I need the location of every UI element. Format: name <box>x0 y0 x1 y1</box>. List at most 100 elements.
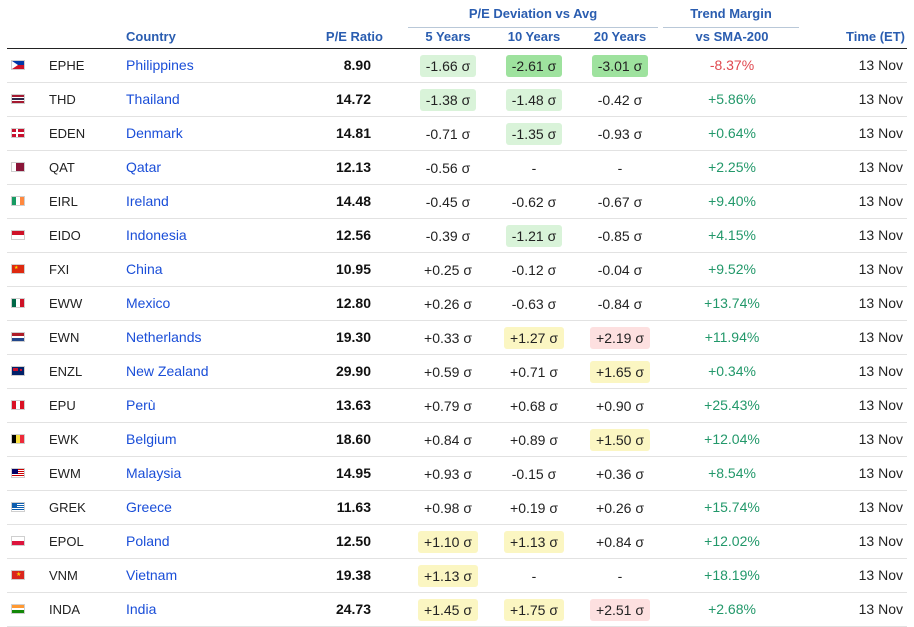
trend-margin-cell: +25.43% <box>704 397 760 413</box>
time-cell: 13 Nov <box>858 601 903 617</box>
deviation-d10-cell: - <box>501 559 567 592</box>
pe-ratio-cell: 14.48 <box>335 193 371 209</box>
deviation-d5-cell: -0.39 σ <box>415 219 481 252</box>
time-cell: 13 Nov <box>858 465 903 481</box>
ticker-cell: QAT <box>49 160 75 175</box>
country-link[interactable]: Philippines <box>126 57 194 73</box>
country-link[interactable]: Belgium <box>126 431 177 447</box>
deviation-d10-cell-value: +0.71 σ <box>510 364 558 381</box>
country-link[interactable]: Indonesia <box>126 227 187 243</box>
deviation-d5-cell-value: +0.59 σ <box>424 364 472 381</box>
col-header-20-years[interactable]: 20 Years <box>593 29 647 44</box>
deviation-d20-cell-value: +0.90 σ <box>596 398 644 415</box>
country-link[interactable]: Vietnam <box>126 567 178 583</box>
table-row: QAT Qatar 12.13 -0.56 σ - - +2.25% 13 Nov <box>7 151 907 185</box>
deviation-d10-cell: -1.48 σ <box>501 83 567 116</box>
trend-margin-cell: +4.15% <box>708 227 756 243</box>
flag-icon <box>11 94 25 104</box>
country-link[interactable]: Greece <box>126 499 172 515</box>
country-link[interactable]: Qatar <box>126 159 162 175</box>
table-row: ★ VNM Vietnam 19.38 +1.13 σ - - +18.19% 13 Nov <box>7 559 907 593</box>
flag-icon <box>11 128 25 138</box>
deviation-d5-cell: +0.26 σ <box>415 287 481 320</box>
deviation-d10-cell-value: -0.12 σ <box>511 262 557 279</box>
deviation-d20-cell: +2.51 σ <box>587 593 653 626</box>
country-link[interactable]: Malaysia <box>126 465 182 481</box>
col-header-pe-ratio[interactable]: P/E Ratio <box>325 29 383 44</box>
deviation-d10-cell: -2.61 σ <box>501 49 567 82</box>
col-header-vs-sma-200[interactable]: vs SMA-200 <box>695 29 769 44</box>
country-link[interactable]: Denmark <box>126 125 183 141</box>
col-header-time[interactable]: Time (ET) <box>846 29 905 44</box>
deviation-d5-cell: -0.56 σ <box>415 151 481 184</box>
country-link[interactable]: Poland <box>126 533 170 549</box>
trend-margin-cell: +2.68% <box>708 601 756 617</box>
time-cell: 13 Nov <box>858 227 903 243</box>
trend-margin-cell: +9.40% <box>708 193 756 209</box>
deviation-d5-cell-value: +0.26 σ <box>424 296 472 313</box>
country-link[interactable]: Netherlands <box>126 329 202 345</box>
ticker-cell: EPU <box>49 398 76 413</box>
flag-icon <box>11 366 25 376</box>
deviation-d5-cell: -0.71 σ <box>415 117 481 150</box>
table-row: GREK Greece 11.63 +0.98 σ +0.19 σ +0.26 σ +15.… <box>7 491 907 525</box>
country-link[interactable]: India <box>126 601 157 617</box>
table-row: EPHE Philippines 8.90 -1.66 σ -2.61 σ -3.01 σ… <box>7 49 907 83</box>
deviation-d10-cell: +0.19 σ <box>501 491 567 524</box>
deviation-d5-cell: +0.25 σ <box>415 253 481 286</box>
deviation-d20-cell: +0.84 σ <box>587 525 653 558</box>
flag-icon: ★ <box>11 570 25 580</box>
pe-ratio-cell: 12.80 <box>335 295 371 311</box>
deviation-d20-cell: -3.01 σ <box>587 49 653 82</box>
ticker-cell: EIDO <box>49 228 81 243</box>
table-body: EPHE Philippines 8.90 -1.66 σ -2.61 σ -3.01 σ… <box>7 49 907 627</box>
deviation-d5-cell: -1.38 σ <box>415 83 481 116</box>
flag-icon <box>11 434 25 444</box>
ticker-cell: GREK <box>49 500 86 515</box>
country-link[interactable]: Thailand <box>126 91 180 107</box>
deviation-d10-cell-value: +1.27 σ <box>504 327 564 350</box>
col-header-5-years[interactable]: 5 Years <box>425 29 471 44</box>
country-link[interactable]: Perù <box>126 397 156 413</box>
deviation-d20-cell: -0.93 σ <box>587 117 653 150</box>
deviation-d5-cell: +1.13 σ <box>415 559 481 592</box>
ticker-cell: EPHE <box>49 58 85 73</box>
deviation-d5-cell-value: -0.45 σ <box>425 194 471 211</box>
country-link[interactable]: China <box>126 261 163 277</box>
ticker-cell: EDEN <box>49 126 86 141</box>
pe-ratio-cell: 24.73 <box>335 601 371 617</box>
pe-ratio-cell: 10.95 <box>335 261 371 277</box>
trend-margin-cell: +9.52% <box>708 261 756 277</box>
country-link[interactable]: Mexico <box>126 295 171 311</box>
col-header-10-years[interactable]: 10 Years <box>507 29 561 44</box>
deviation-d5-cell-value: +0.84 σ <box>424 432 472 449</box>
col-header-country[interactable]: Country <box>126 29 176 44</box>
deviation-d20-cell-value: +2.19 σ <box>590 327 650 350</box>
table-row: THD Thailand 14.72 -1.38 σ -1.48 σ -0.42 σ +5.… <box>7 83 907 117</box>
flag-icon <box>11 332 25 342</box>
deviation-d20-cell-value: -3.01 σ <box>591 55 649 78</box>
trend-margin-cell: -8.37% <box>709 57 755 73</box>
deviation-d10-cell: +1.27 σ <box>501 321 567 354</box>
time-cell: 13 Nov <box>858 261 903 277</box>
table-row: EDEN Denmark 14.81 -0.71 σ -1.35 σ -0.93 σ +0.… <box>7 117 907 151</box>
pe-ratio-cell: 19.38 <box>335 567 371 583</box>
deviation-d5-cell: -1.66 σ <box>415 49 481 82</box>
table-row: EWK Belgium 18.60 +0.84 σ +0.89 σ +1.50 σ +12.… <box>7 423 907 457</box>
deviation-d20-cell: +2.19 σ <box>587 321 653 354</box>
table-row: EPU Perù 13.63 +0.79 σ +0.68 σ +0.90 σ +25.43%… <box>7 389 907 423</box>
trend-margin-cell: +11.94% <box>704 329 760 345</box>
pe-ratio-cell: 12.50 <box>335 533 371 549</box>
deviation-d20-cell-value: -0.93 σ <box>597 126 643 143</box>
group-header-trend-margin: Trend Margin <box>663 7 799 28</box>
deviation-d5-cell: +0.84 σ <box>415 423 481 456</box>
deviation-d10-cell-value: +0.89 σ <box>510 432 558 449</box>
deviation-d20-cell: -0.67 σ <box>587 185 653 218</box>
table-row: INDA India 24.73 +1.45 σ +1.75 σ +2.51 σ +2.68… <box>7 593 907 627</box>
flag-icon <box>11 60 25 70</box>
deviation-d10-cell-value: -1.21 σ <box>505 225 563 248</box>
deviation-d5-cell-value: +0.98 σ <box>424 500 472 517</box>
deviation-d10-cell-value: -1.35 σ <box>505 123 563 146</box>
country-link[interactable]: Ireland <box>126 193 169 209</box>
country-link[interactable]: New Zealand <box>126 363 209 379</box>
